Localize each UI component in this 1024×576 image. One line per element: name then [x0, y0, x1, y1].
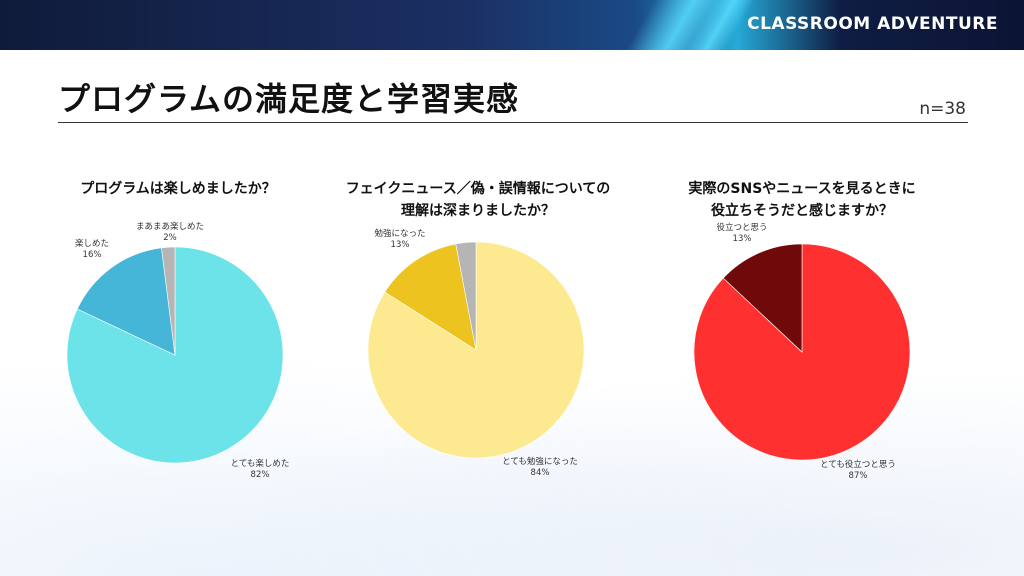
slice-percent-label: 13% — [391, 240, 410, 250]
pie-chart-understanding: フェイクニュース／偽・誤情報についての 理解は深まりましたか？ とても勉強になっ… — [328, 170, 628, 550]
slice-label: まあまあ楽しめた — [136, 221, 204, 232]
chart-title-line: 実際のSNSやニュースを見るときに — [688, 181, 916, 197]
slice-label: とても楽しめた — [231, 458, 290, 469]
page-title: プログラムの満足度と学習実感 — [58, 80, 520, 118]
slice-percent-label: 87% — [849, 471, 868, 481]
slice-percent-label: 16% — [83, 250, 102, 260]
pie-slice — [76, 247, 176, 356]
title-divider — [58, 122, 968, 123]
chart-title-line: 役立ちそうだと感じますか？ — [711, 203, 893, 219]
sample-size: n=38 — [919, 99, 966, 119]
pie-chart-usefulness: 実際のSNSやニュースを見るときに 役立ちそうだと感じますか？ とても役立つと思… — [652, 170, 952, 550]
slice-label: とても勉強になった — [502, 456, 578, 467]
slice-percent-label: 13% — [733, 234, 752, 244]
chart-title: フェイクニュース／偽・誤情報についての 理解は深まりましたか？ — [328, 178, 628, 222]
slice-label: とても役立つと思う — [820, 459, 896, 470]
pie-slice — [455, 241, 477, 351]
header-banner: CLASSROOM ADVENTURE — [0, 0, 1024, 50]
brand-logo: CLASSROOM ADVENTURE — [747, 14, 998, 34]
chart-title: プログラムは楽しめましたか？ — [28, 178, 328, 200]
pie-slice — [722, 243, 803, 353]
slice-label: 楽しめた — [75, 238, 109, 249]
slice-percent-label: 2% — [163, 233, 177, 243]
slice-label: 役立つと思う — [716, 222, 767, 233]
chart-title-line: プログラムは楽しめましたか？ — [80, 181, 276, 197]
pie-chart-enjoyment: プログラムは楽しめましたか？ とても楽しめた 82% 楽しめた 16% まあまあ楽しめた… — [28, 170, 328, 550]
pie-slice — [384, 243, 477, 351]
pie-slice — [161, 246, 176, 356]
slice-label: 勉強になった — [374, 228, 425, 239]
slice-percent-label: 84% — [531, 468, 550, 478]
slice-percent-label: 82% — [251, 470, 270, 480]
chart-title-line: フェイクニュース／偽・誤情報についての — [345, 181, 611, 197]
chart-title: 実際のSNSやニュースを見るときに 役立ちそうだと感じますか？ — [652, 178, 952, 222]
chart-title-line: 理解は深まりましたか？ — [401, 203, 555, 219]
